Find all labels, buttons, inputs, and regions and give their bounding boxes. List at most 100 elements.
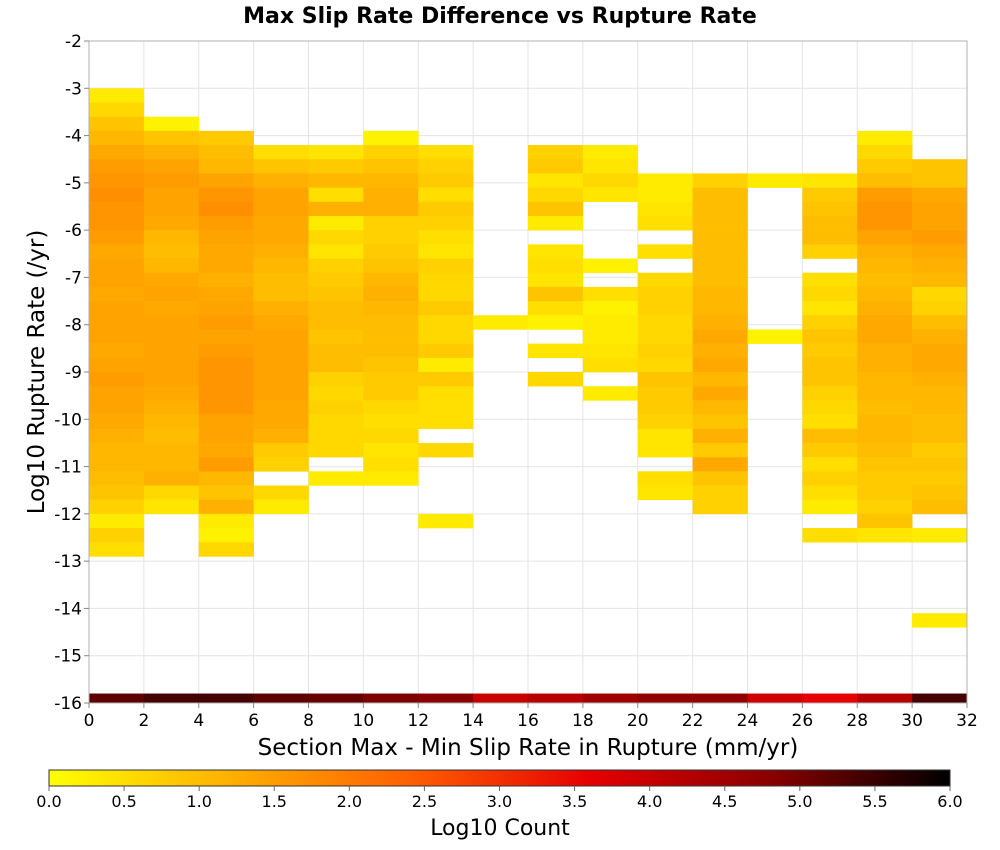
- heatmap-cell: [363, 357, 419, 373]
- heatmap-cell: [582, 258, 639, 273]
- heatmap-cell: [143, 230, 200, 245]
- heatmap-cell: [89, 329, 145, 344]
- heatmap-cell: [802, 485, 858, 500]
- heatmap-cell: [363, 442, 419, 458]
- heatmap-cell: [89, 159, 145, 174]
- colorbar-tick-label: 6.0: [937, 792, 962, 811]
- heatmap-cell: [418, 315, 474, 330]
- heatmap-cell: [89, 471, 145, 486]
- heatmap-cell: [912, 272, 968, 288]
- heatmap-cell: [198, 386, 254, 401]
- heatmap-cell: [198, 499, 254, 515]
- heatmap-cell: [912, 329, 968, 344]
- heatmap-cell: [802, 499, 858, 515]
- heatmap-cell: [198, 244, 254, 259]
- heatmap-cell: [418, 442, 474, 458]
- heatmap-cell: [582, 301, 639, 316]
- heatmap-cell: [418, 215, 474, 231]
- heatmap-cell: [143, 400, 200, 415]
- heatmap-cell: [418, 343, 474, 359]
- x-tick-label: 2: [138, 711, 149, 731]
- heatmap-cell: [253, 343, 309, 359]
- heatmap-cell: [89, 513, 145, 529]
- heatmap-cell: [857, 414, 913, 430]
- heatmap-cell: [89, 145, 145, 160]
- heatmap-cell: [253, 272, 309, 288]
- heatmap-cell: [857, 499, 913, 515]
- heatmap-cell: [582, 315, 639, 330]
- heatmap-cells: [89, 88, 968, 703]
- heatmap-cell: [308, 187, 364, 203]
- heatmap-cell: [418, 513, 474, 529]
- heatmap-cell: [582, 386, 639, 401]
- heatmap-cell: [198, 471, 254, 486]
- x-tick-label: 12: [407, 711, 429, 731]
- heatmap-cell: [363, 471, 419, 486]
- heatmap-cell: [253, 315, 309, 330]
- heatmap-cell: [418, 400, 474, 415]
- heatmap-cell-bottom: [802, 693, 858, 703]
- heatmap-cell: [692, 357, 748, 373]
- colorbar-tick-label: 0.5: [111, 792, 136, 811]
- x-tick-label: 22: [682, 711, 704, 731]
- heatmap-cell: [198, 173, 254, 188]
- x-tick-label: 26: [792, 711, 814, 731]
- heatmap-cell: [363, 159, 419, 174]
- x-axis-label: Section Max - Min Slip Rate in Rupture (…: [258, 735, 799, 761]
- heatmap-cell: [89, 315, 145, 330]
- heatmap-cell: [692, 400, 748, 415]
- colorbar-tick-label: 2.0: [337, 792, 362, 811]
- heatmap-cell: [363, 400, 419, 415]
- heatmap-cell: [418, 230, 474, 245]
- colorbar-tick-label: 0.0: [36, 792, 61, 811]
- heatmap-cell: [198, 315, 254, 330]
- heatmap-cell: [198, 400, 254, 415]
- heatmap-cell: [802, 357, 858, 373]
- heatmap-cell: [143, 215, 200, 231]
- y-tick-label: -4: [65, 127, 82, 147]
- colorbar-tick-label: 5.0: [787, 792, 812, 811]
- colorbar-tick-label: 3.0: [487, 792, 512, 811]
- heatmap-cell: [802, 372, 858, 387]
- heatmap-cell: [253, 329, 309, 344]
- heatmap-cell: [363, 286, 419, 302]
- heatmap-cell: [802, 457, 858, 472]
- heatmap-cell: [363, 343, 419, 359]
- heatmap-cell: [582, 145, 639, 160]
- heatmap-cell: [253, 244, 309, 259]
- heatmap-cell: [802, 471, 858, 486]
- heatmap-cell: [857, 471, 913, 486]
- heatmap-cell: [912, 485, 968, 500]
- heatmap-cell: [637, 272, 693, 288]
- heatmap-cell: [363, 428, 419, 444]
- heatmap-cell: [857, 187, 913, 203]
- heatmap-cell: [692, 343, 748, 359]
- heatmap-cell: [912, 286, 968, 302]
- heatmap-cell: [528, 258, 584, 273]
- chart-title: Max Slip Rate Difference vs Rupture Rate: [243, 4, 757, 29]
- heatmap-cell: [89, 485, 145, 500]
- heatmap-cell: [802, 286, 858, 302]
- heatmap-cell: [857, 485, 913, 500]
- x-tick-label: 10: [353, 711, 375, 731]
- y-axis-label: Log10 Rupture Rate (/yr): [24, 230, 50, 515]
- heatmap-cell: [418, 272, 474, 288]
- heatmap-cell: [143, 272, 200, 288]
- heatmap-cell: [528, 159, 584, 174]
- heatmap-cell: [637, 201, 693, 217]
- heatmap-cell: [637, 215, 693, 231]
- heatmap-cell: [418, 159, 474, 174]
- heatmap-cell: [912, 187, 968, 203]
- heatmap-cell: [637, 471, 693, 486]
- heatmap-cell: [253, 372, 309, 387]
- heatmap-cell: [692, 173, 748, 188]
- heatmap-cell: [912, 215, 968, 231]
- heatmap-cell: [89, 258, 145, 273]
- heatmap-cell: [308, 386, 364, 401]
- heatmap-cell: [198, 357, 254, 373]
- heatmap-cell: [857, 386, 913, 401]
- heatmap-cell: [308, 301, 364, 316]
- heatmap-cell: [802, 272, 858, 288]
- heatmap-cell: [637, 244, 693, 259]
- heatmap-cell: [692, 499, 748, 515]
